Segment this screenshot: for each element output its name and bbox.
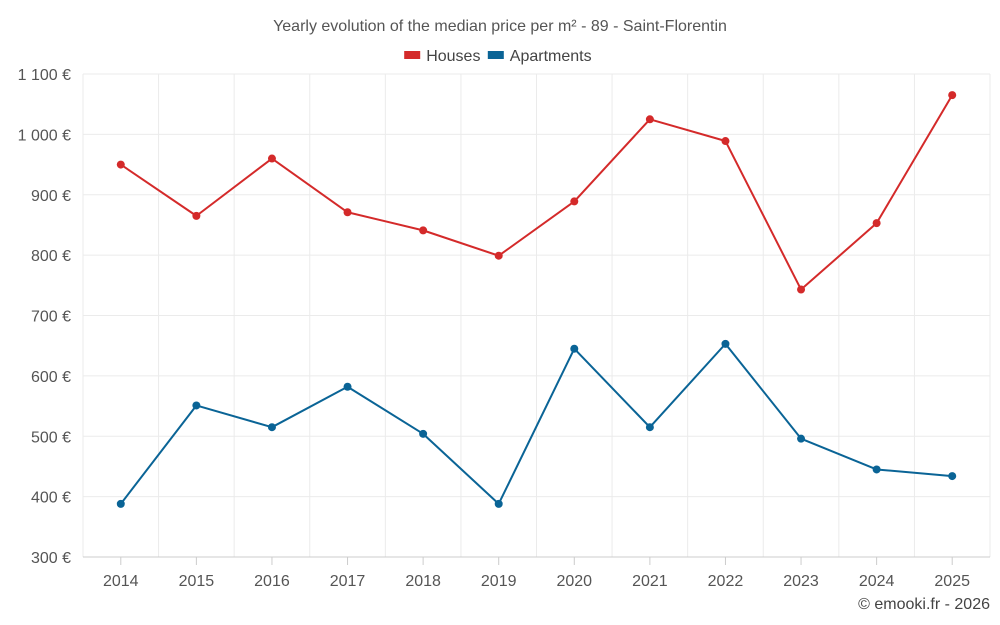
x-tick-label: 2025	[934, 573, 970, 590]
data-point[interactable]	[267, 154, 276, 163]
y-tick-label: 600 €	[31, 369, 71, 386]
data-point[interactable]	[645, 115, 654, 124]
data-point[interactable]	[797, 285, 806, 294]
data-point[interactable]	[419, 226, 428, 235]
x-tick-label: 2015	[179, 573, 215, 590]
y-tick-label: 400 €	[31, 490, 71, 507]
y-tick-label: 300 €	[31, 550, 71, 567]
data-point[interactable]	[343, 382, 352, 391]
x-tick-label: 2023	[783, 573, 819, 590]
data-point[interactable]	[494, 251, 503, 260]
data-point[interactable]	[116, 499, 125, 508]
legend-label: Houses	[426, 48, 480, 65]
credit-text: © emooki.fr - 2026	[858, 596, 990, 613]
y-tick-label: 700 €	[31, 309, 71, 326]
legend-swatch	[487, 51, 504, 59]
grid	[82, 73, 991, 558]
series-houses	[116, 91, 957, 294]
data-point[interactable]	[948, 91, 957, 100]
legend-item-apartments[interactable]: Apartments	[487, 48, 592, 65]
x-tick-label: 2020	[556, 573, 592, 590]
data-point[interactable]	[419, 429, 428, 438]
series-apartments	[116, 339, 957, 508]
x-tick-label: 2016	[254, 573, 290, 590]
data-point[interactable]	[116, 160, 125, 169]
series-line	[119, 342, 953, 505]
data-point[interactable]	[645, 423, 654, 432]
legend-label: Apartments	[510, 48, 592, 65]
legend-swatch	[404, 51, 421, 59]
y-tick-label: 500 €	[31, 429, 71, 446]
data-point[interactable]	[570, 197, 579, 206]
data-point[interactable]	[494, 499, 503, 508]
data-point[interactable]	[721, 339, 730, 348]
y-tick-label: 900 €	[31, 188, 71, 205]
legend-item-houses[interactable]: Houses	[404, 48, 480, 65]
data-point[interactable]	[721, 137, 730, 146]
legend[interactable]: Houses Apartments	[404, 48, 592, 65]
x-tick-label: 2024	[859, 573, 895, 590]
x-tick-label: 2017	[330, 573, 366, 590]
x-tick-label: 2018	[405, 573, 441, 590]
data-point[interactable]	[192, 401, 201, 410]
axes: 300 € 400 € 500 € 600 € 700 € 800 € 900 € 1 000…	[18, 67, 990, 590]
x-tick-label: 2019	[481, 573, 517, 590]
y-tick-label: 800 €	[31, 248, 71, 265]
data-point[interactable]	[797, 434, 806, 443]
data-point[interactable]	[343, 208, 352, 217]
x-tick-label: 2022	[708, 573, 744, 590]
y-tick-label: 1 000 €	[18, 127, 71, 144]
data-point[interactable]	[192, 211, 201, 220]
chart-title: Yearly evolution of the median price per…	[273, 18, 727, 35]
x-tick-label: 2014	[103, 573, 139, 590]
data-point[interactable]	[570, 344, 579, 353]
series	[116, 91, 957, 508]
data-point[interactable]	[872, 219, 881, 228]
y-tick-label: 1 100 €	[18, 67, 71, 84]
series-line	[120, 94, 954, 291]
data-point[interactable]	[948, 472, 957, 481]
data-point[interactable]	[872, 465, 881, 474]
x-tick-label: 2021	[632, 573, 668, 590]
data-point[interactable]	[267, 423, 276, 432]
